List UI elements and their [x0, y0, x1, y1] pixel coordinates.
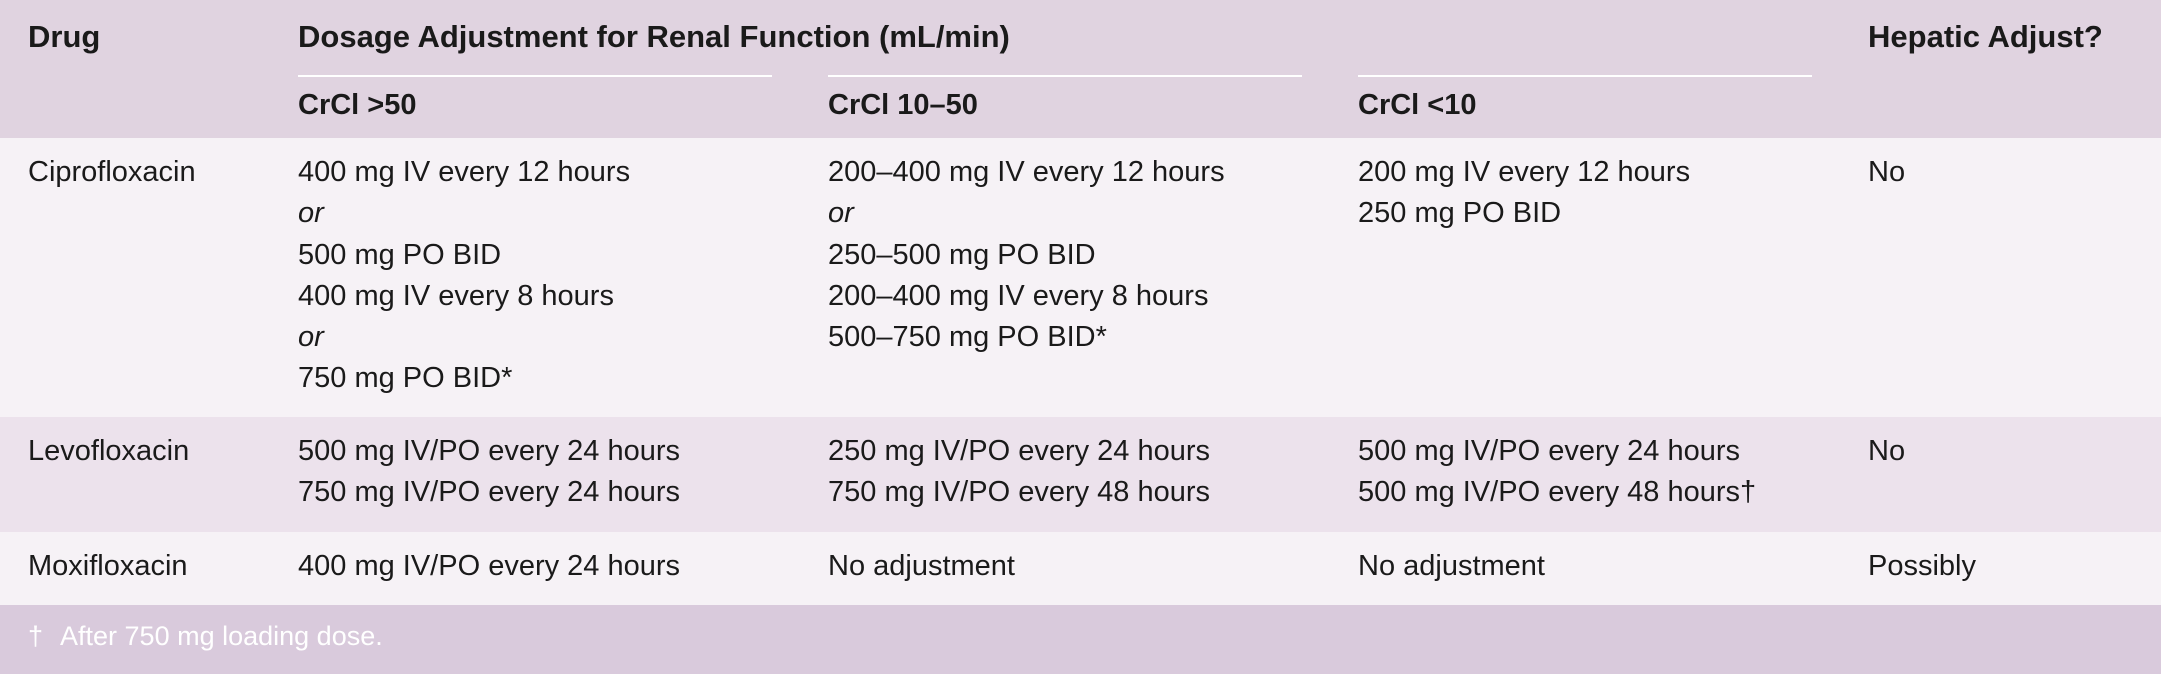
table-body: Ciprofloxacin400 mg IV every 12 hoursor5…: [0, 138, 2161, 605]
cell-crcl-gt50: 400 mg IV/PO every 24 hours: [270, 532, 800, 605]
dosage-line: 750 mg IV/PO every 48 hours: [828, 472, 1302, 513]
table-row: Levofloxacin500 mg IV/PO every 24 hours7…: [0, 417, 2161, 531]
footnote-text: After 750 mg loading dose.: [60, 621, 383, 651]
dosage-line: or: [298, 317, 772, 358]
dosage-line: No adjustment: [828, 546, 1302, 587]
dosage-line: or: [298, 193, 772, 234]
cell-crcl-gt50: 400 mg IV every 12 hoursor500 mg PO BID4…: [270, 138, 800, 417]
dosage-line: 500 mg IV/PO every 24 hours: [298, 431, 772, 472]
dosage-line: 500 mg IV/PO every 24 hours: [1358, 431, 1812, 472]
col-header-hepatic: Hepatic Adjust?: [1840, 0, 2161, 138]
cell-drug: Levofloxacin: [0, 417, 270, 531]
cell-crcl-10-50: No adjustment: [800, 532, 1330, 605]
dosage-line: 200–400 mg IV every 8 hours: [828, 276, 1302, 317]
dosage-line: 750 mg IV/PO every 24 hours: [298, 472, 772, 513]
cell-drug: Moxifloxacin: [0, 532, 270, 605]
cell-hepatic: Possibly: [1840, 532, 2161, 605]
cell-hepatic: No: [1840, 417, 2161, 531]
col-subheader-crcl-10-50: CrCl 10–50: [800, 65, 1330, 138]
dosage-line: No adjustment: [1358, 546, 1812, 587]
cell-crcl-10-50: 200–400 mg IV every 12 hoursor250–500 mg…: [800, 138, 1330, 417]
dosage-line: 400 mg IV every 8 hours: [298, 276, 772, 317]
dosage-line: 500 mg IV/PO every 48 hours†: [1358, 472, 1812, 513]
cell-drug: Ciprofloxacin: [0, 138, 270, 417]
table-row: Moxifloxacin 400 mg IV/PO every 24 hours N…: [0, 532, 2161, 605]
dosage-line: 750 mg PO BID*: [298, 358, 772, 399]
cell-crcl-lt10: 200 mg IV every 12 hours250 mg PO BID: [1330, 138, 1840, 417]
footnote-marker: †: [28, 621, 54, 652]
col-subheader-crcl-gt50: CrCl >50: [270, 65, 800, 138]
dosage-line: 250 mg IV/PO every 24 hours: [828, 431, 1302, 472]
dosage-line: 500–750 mg PO BID*: [828, 317, 1302, 358]
cell-hepatic: No: [1840, 138, 2161, 417]
dosage-line: 200–400 mg IV every 12 hours: [828, 152, 1302, 193]
col-header-drug: Drug: [0, 0, 270, 138]
dosage-line: 400 mg IV every 12 hours: [298, 152, 772, 193]
dosage-line: 200 mg IV every 12 hours: [1358, 152, 1812, 193]
col-subheader-crcl-lt10: CrCl <10: [1330, 65, 1840, 138]
cell-crcl-lt10: No adjustment: [1330, 532, 1840, 605]
cell-crcl-10-50: 250 mg IV/PO every 24 hours750 mg IV/PO …: [800, 417, 1330, 531]
col-header-renal-group: Dosage Adjustment for Renal Function (mL…: [270, 0, 1840, 65]
dosage-line: 250–500 mg PO BID: [828, 235, 1302, 276]
table-header: Drug Dosage Adjustment for Renal Functio…: [0, 0, 2161, 138]
cell-crcl-gt50: 500 mg IV/PO every 24 hours750 mg IV/PO …: [270, 417, 800, 531]
dosage-line: 400 mg IV/PO every 24 hours: [298, 546, 772, 587]
table-footnote: † After 750 mg loading dose.: [0, 605, 2161, 674]
cell-crcl-lt10: 500 mg IV/PO every 24 hours500 mg IV/PO …: [1330, 417, 1840, 531]
dosage-line: 500 mg PO BID: [298, 235, 772, 276]
dosage-line: or: [828, 193, 1302, 234]
table-row: Ciprofloxacin400 mg IV every 12 hoursor5…: [0, 138, 2161, 417]
dosage-table: Drug Dosage Adjustment for Renal Functio…: [0, 0, 2161, 674]
dosage-line: 250 mg PO BID: [1358, 193, 1812, 234]
